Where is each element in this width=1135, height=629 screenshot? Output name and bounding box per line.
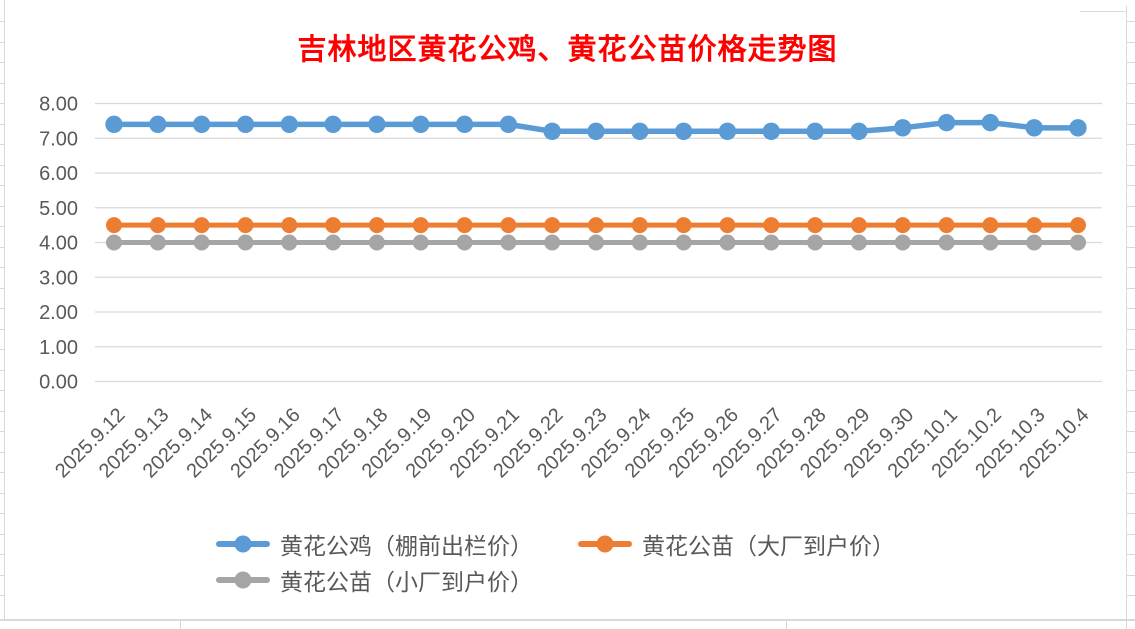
legend-label: 黄花公苗（大厂到户价） xyxy=(642,534,895,559)
sheet-gridline-top-right xyxy=(1080,11,1126,12)
sheet-row-stub xyxy=(0,410,4,412)
sheet-row-stub xyxy=(0,185,4,186)
sheet-row-stub xyxy=(1127,410,1135,412)
sheet-row-stub xyxy=(0,267,4,268)
sheet-row-stub xyxy=(0,369,4,371)
sheet-row-stub xyxy=(1127,103,1135,104)
legend-item-gongmiao-dachang[interactable]: 黄花公苗（大厂到户价） xyxy=(578,531,895,559)
sheet-row-stub xyxy=(1127,349,1135,350)
legend-item-gongji[interactable]: 黄花公鸡（棚前出栏价） xyxy=(216,531,533,559)
sheet-row-stub xyxy=(0,595,4,596)
sheet-row-stub xyxy=(0,82,4,84)
legend-label: 黄花公苗（小厂到户价） xyxy=(280,570,533,595)
sheet-row-stub xyxy=(0,103,4,104)
sheet-row-stub xyxy=(1127,185,1135,186)
sheet-row-stub xyxy=(1127,82,1135,84)
sheet-row-stub xyxy=(0,226,4,227)
sheet-row-stub xyxy=(1127,21,1135,22)
legend-marker-orange-icon xyxy=(578,535,632,553)
svg-text:2.00: 2.00 xyxy=(39,302,78,324)
sheet-row-stub xyxy=(0,472,4,473)
sheet-row-stub xyxy=(0,21,4,22)
svg-text:3.00: 3.00 xyxy=(39,267,78,289)
sheet-row-stub xyxy=(1127,472,1135,473)
svg-text:7.00: 7.00 xyxy=(39,128,78,150)
legend-item-gongmiao-xiaochang[interactable]: 黄花公苗（小厂到户价） xyxy=(216,567,533,595)
sheet-row-stub xyxy=(1127,287,1135,289)
sheet-row-stub xyxy=(1127,533,1135,535)
sheet-row-stub xyxy=(0,308,4,309)
sheet-row-stub xyxy=(1127,554,1135,555)
sheet-row-stub xyxy=(0,390,4,391)
sheet-row-stub xyxy=(1127,595,1135,596)
svg-text:6.00: 6.00 xyxy=(39,163,78,185)
svg-text:1.00: 1.00 xyxy=(39,337,78,359)
sheet-row-stub xyxy=(1127,308,1135,309)
sheet-row-stub xyxy=(0,144,4,145)
sheet-row-stub xyxy=(1127,144,1135,145)
sheet-row-stub xyxy=(0,205,4,207)
svg-text:0.00: 0.00 xyxy=(39,372,78,394)
sheet-row-stub xyxy=(0,287,4,289)
sheet-cell-stub xyxy=(180,621,181,629)
legend-marker-blue-icon xyxy=(216,535,270,553)
legend-label: 黄花公鸡（棚前出栏价） xyxy=(280,534,533,559)
sheet-row-stub xyxy=(0,533,4,535)
sheet-row-stub xyxy=(1127,451,1135,453)
sheet-row-stub xyxy=(0,246,4,248)
svg-text:4.00: 4.00 xyxy=(39,233,78,255)
sheet-row-stub xyxy=(0,431,4,432)
sheet-gridline-left xyxy=(4,0,5,620)
sheet-row-stub xyxy=(1127,267,1135,268)
sheet-row-stub xyxy=(1127,205,1135,207)
sheet-row-stub xyxy=(1127,574,1135,576)
sheet-row-stub xyxy=(1127,123,1135,125)
svg-text:8.00: 8.00 xyxy=(39,94,78,116)
sheet-row-stub xyxy=(1127,62,1135,63)
sheet-row-stub xyxy=(0,574,4,576)
sheet-gridline-right xyxy=(1126,6,1127,629)
sheet-row-stub xyxy=(0,451,4,453)
sheet-row-stub xyxy=(1127,390,1135,391)
sheet-row-stub xyxy=(1127,431,1135,432)
sheet-row-stub xyxy=(0,554,4,555)
sheet-row-stub xyxy=(0,513,4,514)
svg-text:5.00: 5.00 xyxy=(39,198,78,220)
sheet-cell-stub xyxy=(786,621,787,629)
sheet-row-stub xyxy=(1127,328,1135,330)
sheet-row-stub xyxy=(0,349,4,350)
sheet-row-stub xyxy=(1127,246,1135,248)
sheet-gridline-bottom xyxy=(0,619,1135,621)
sheet-row-stub xyxy=(1127,492,1135,494)
sheet-row-stub xyxy=(0,123,4,125)
legend-marker-gray-icon xyxy=(216,571,270,589)
sheet-row-stub xyxy=(1127,41,1135,43)
sheet-row-stub xyxy=(0,41,4,43)
chart-title[interactable]: 吉林地区黄花公鸡、黄花公苗价格走势图 xyxy=(297,34,838,66)
sheet-row-stub xyxy=(1127,513,1135,514)
sheet-row-stub xyxy=(1127,369,1135,371)
sheet-row-stub xyxy=(1127,226,1135,227)
sheet-row-stub xyxy=(0,62,4,63)
sheet-row-stub xyxy=(0,328,4,330)
sheet-row-stub xyxy=(0,164,4,166)
sheet-row-stub xyxy=(1127,164,1135,166)
sheet-row-stub xyxy=(0,492,4,494)
